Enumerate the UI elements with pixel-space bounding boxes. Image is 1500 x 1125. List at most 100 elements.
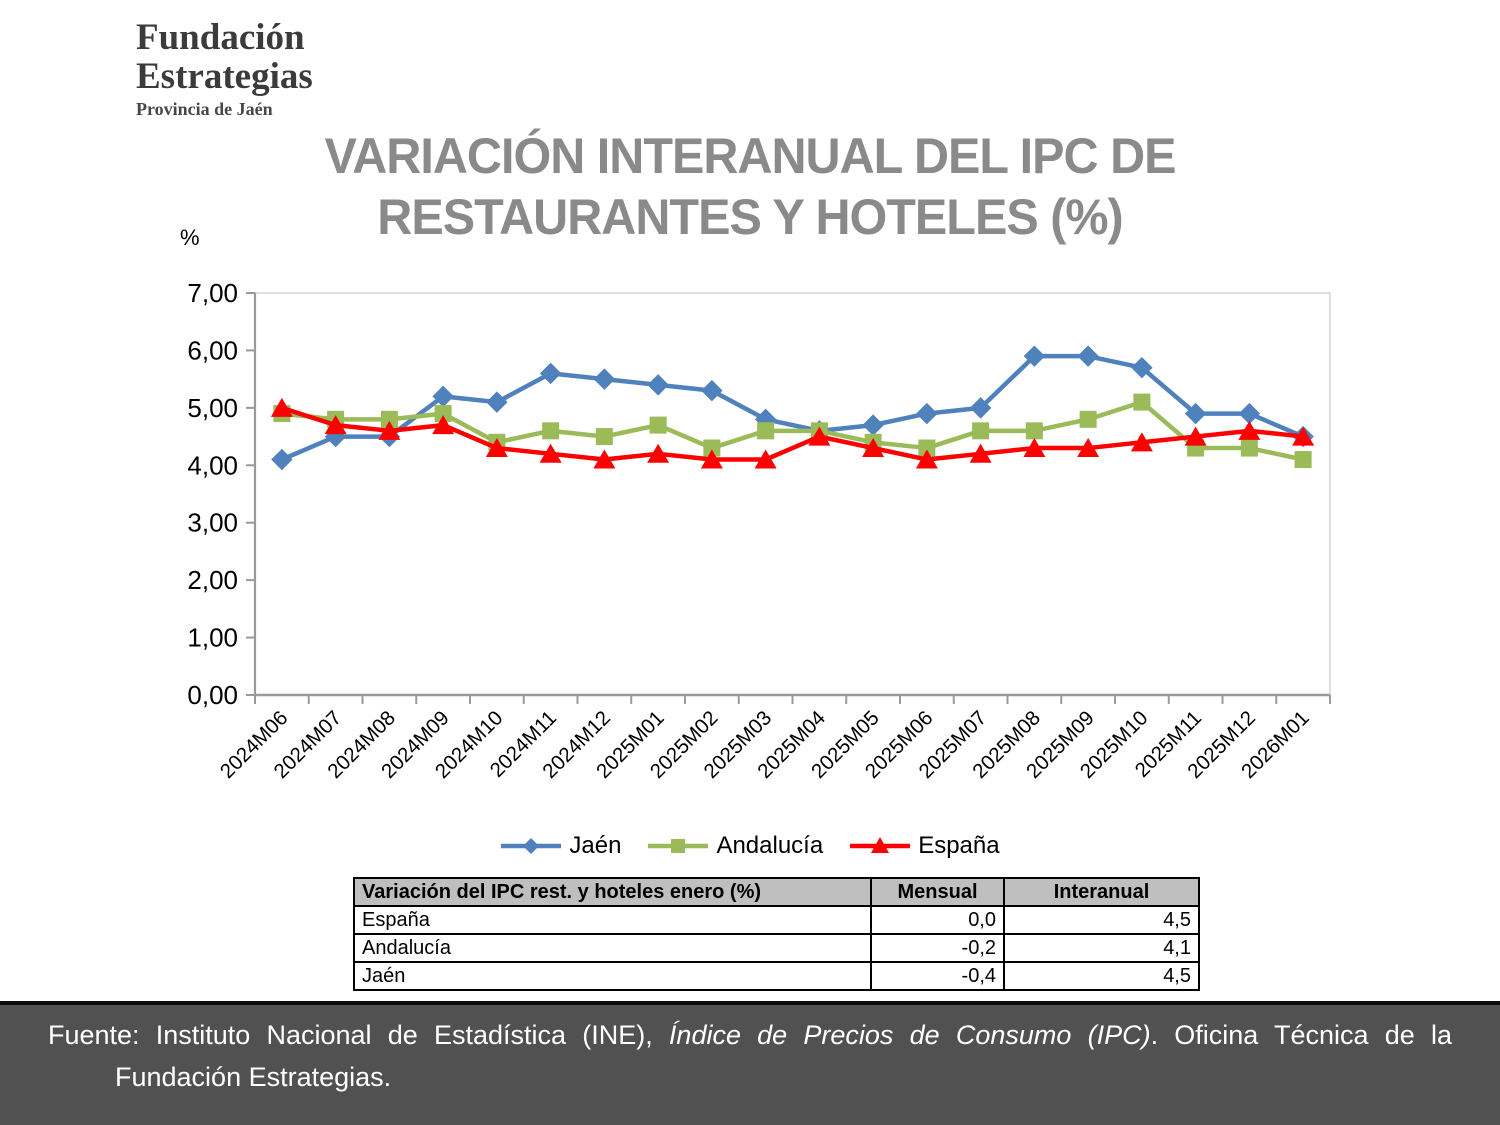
logo-square-blue <box>98 13 117 32</box>
value-mensual: 0,0 <box>870 905 1005 935</box>
table-row-jaén: Jaén -0,4 4,5 <box>353 961 1200 991</box>
x-category-label: 2025M10 <box>1076 706 1153 783</box>
data-point-triangle <box>1292 426 1315 446</box>
y-tick-label: 5,00 <box>187 393 238 423</box>
data-point-diamond <box>1131 356 1153 379</box>
data-point-square <box>1079 410 1097 428</box>
data-point-triangle <box>378 420 401 440</box>
logo-name: Fundación Estrategias <box>136 18 313 96</box>
data-point-diamond <box>808 420 831 442</box>
data-point-diamond <box>862 414 884 436</box>
plot-area <box>254 292 1331 696</box>
data-point-triangle <box>915 449 938 469</box>
data-point-diamond <box>539 362 562 385</box>
data-point-diamond <box>969 397 992 419</box>
source-text: Fuente: Instituto Nacional de Estadístic… <box>48 1015 1452 1099</box>
x-category-label: 2024M09 <box>377 706 454 783</box>
source-text-prefix: Fuente: Instituto Nacional de Estadístic… <box>48 1020 669 1050</box>
data-point-square <box>757 422 775 440</box>
data-point-triangle <box>1130 432 1153 452</box>
y-tick-label: 4,00 <box>187 450 238 480</box>
data-point-diamond <box>432 385 454 408</box>
data-point-diamond <box>1077 345 1099 367</box>
x-category-label: 2025M08 <box>968 706 1045 783</box>
table-row-españa: España 0,0 4,5 <box>353 905 1200 935</box>
page-title: VARIACIÓN INTERANUAL DEL IPC DE RESTAURA… <box>168 126 1332 248</box>
x-category-label: 2025M03 <box>699 706 776 783</box>
source-footer: Fuente: Instituto Nacional de Estadístic… <box>0 1001 1500 1125</box>
x-category-label: 2025M05 <box>807 706 884 783</box>
data-point-square <box>1025 422 1043 440</box>
fundacion-estrategias-logo: Fundación Estrategias Provincia de Jaén <box>0 0 520 140</box>
data-point-triangle <box>647 443 670 463</box>
value-interanual: 4,5 <box>1003 905 1200 935</box>
logo-name-line1: Fundación <box>136 17 305 58</box>
series-line-jaén <box>279 353 1306 462</box>
data-point-triangle <box>1238 420 1261 440</box>
data-point-square <box>1240 439 1258 457</box>
x-category-label: 2024M08 <box>323 706 400 783</box>
row-label: España <box>353 905 872 935</box>
data-point-triangle <box>754 449 777 469</box>
data-point-diamond <box>916 402 938 425</box>
data-point-square <box>542 422 560 440</box>
value-mensual: -0,2 <box>870 933 1005 963</box>
data-point-square <box>1187 439 1205 457</box>
data-point-diamond <box>271 448 293 471</box>
legend-marker-diamond-icon <box>501 838 562 854</box>
x-category-label: 2024M06 <box>216 706 293 783</box>
legend-label: Andalucía <box>716 832 824 859</box>
data-point-square <box>380 410 398 428</box>
source-text-italic: Índice de Precios de Consumo (IPC) <box>668 1020 1151 1050</box>
source-text-suffix: . Oficina Técnica de la Fundación Estrat… <box>115 1020 1452 1092</box>
data-point-triangle <box>324 415 347 435</box>
logo-square-teal <box>13 57 35 79</box>
data-point-triangle <box>1023 438 1046 458</box>
series-line-andalucía <box>279 399 1306 462</box>
data-point-square <box>972 422 990 440</box>
data-point-diamond <box>1023 345 1046 367</box>
x-category-label: 2025M07 <box>914 706 991 783</box>
ipc-summary-table: Variación del IPC rest. y hoteles enero … <box>353 877 1200 991</box>
data-point-triangle <box>593 449 616 469</box>
data-point-square <box>703 439 721 457</box>
data-point-diamond <box>1292 425 1314 448</box>
table-header-row: Variación del IPC rest. y hoteles enero … <box>353 877 1200 907</box>
data-point-triangle <box>1077 438 1100 458</box>
data-point-diamond <box>1184 402 1207 425</box>
table-row-andalucía: Andalucía -0,2 4,1 <box>353 933 1200 963</box>
logo-name-line2: Estrategias <box>136 56 313 98</box>
y-tick-label: 7,00 <box>187 278 238 308</box>
value-interanual: 4,5 <box>1003 961 1200 991</box>
data-point-triangle <box>808 426 831 446</box>
data-point-diamond <box>593 368 616 390</box>
logo-mark <box>0 0 130 130</box>
data-point-diamond <box>378 425 401 448</box>
data-point-triangle <box>485 438 508 458</box>
x-category-label: 2024M10 <box>431 706 508 783</box>
y-tick-label: 2,00 <box>187 565 238 595</box>
logo-square-dark-red <box>84 84 106 105</box>
chart-legend: Jaén Andalucía España <box>0 832 1500 860</box>
row-label: Andalucía <box>353 933 872 963</box>
x-category-label: 2025M09 <box>1022 706 1099 783</box>
data-point-square <box>327 410 345 428</box>
legend-marker-triangle-icon <box>850 837 911 853</box>
data-point-diamond <box>701 379 723 402</box>
x-category-label: 2024M11 <box>486 706 562 782</box>
x-category-label: 2025M12 <box>1183 706 1260 783</box>
x-category-label: 2024M12 <box>538 706 615 783</box>
x-category-label: 2025M01 <box>592 706 669 783</box>
data-point-diamond <box>486 391 508 413</box>
y-tick-label: 6,00 <box>187 335 238 365</box>
legend-marker-square-icon <box>648 839 709 853</box>
logo-square-purple <box>71 105 86 119</box>
table-header-interanual: Interanual <box>1003 877 1200 907</box>
data-point-square <box>273 405 291 423</box>
page-title-line2: RESTAURANTES Y HOTELES (%) <box>377 189 1123 245</box>
series-line-españa <box>279 405 1306 462</box>
data-point-triangle <box>539 443 562 463</box>
data-point-triangle <box>1184 426 1207 446</box>
legend-item-españa: España <box>849 832 1000 860</box>
